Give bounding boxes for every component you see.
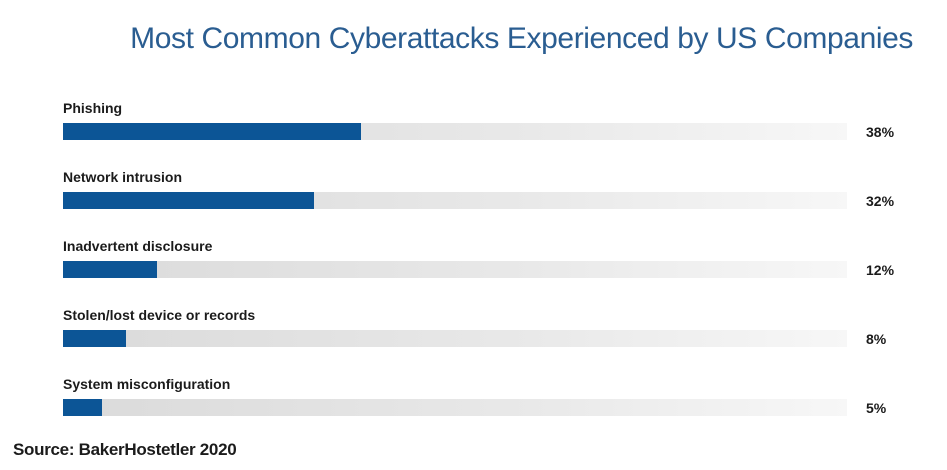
bar-row: System misconfiguration 5%	[63, 372, 923, 441]
chart-title: Most Common Cyberattacks Experienced by …	[130, 22, 913, 55]
category-label: Network intrusion	[63, 169, 183, 185]
bar	[63, 399, 103, 416]
bar-rows: Phishing 38% Network intrusion 32% Inadverte…	[63, 96, 923, 441]
category-label: Inadvertent disclosure	[63, 238, 213, 254]
bar-track	[63, 123, 847, 140]
bar	[63, 192, 314, 209]
value-label: 38%	[866, 124, 895, 140]
bar	[63, 261, 158, 278]
category-label: Stolen/lost device or records	[63, 307, 256, 323]
bar-row: Stolen/lost device or records 8%	[63, 303, 923, 372]
bar-track	[63, 399, 847, 416]
bar-track	[63, 261, 847, 278]
bar-row: Network intrusion 32%	[63, 165, 923, 234]
bar-track	[63, 192, 847, 209]
bar	[63, 330, 126, 347]
value-label: 5%	[866, 400, 887, 416]
value-label: 12%	[866, 262, 895, 278]
bar-row: Inadvertent disclosure 12%	[63, 234, 923, 303]
category-label: Phishing	[63, 100, 123, 116]
bar-row: Phishing 38%	[63, 96, 923, 165]
source-note: Source: BakerHostetler 2020	[13, 440, 237, 459]
value-label: 32%	[866, 193, 895, 209]
value-label: 8%	[866, 331, 887, 347]
bar-track	[63, 330, 847, 347]
category-label: System misconfiguration	[63, 376, 231, 392]
bar	[63, 123, 361, 140]
